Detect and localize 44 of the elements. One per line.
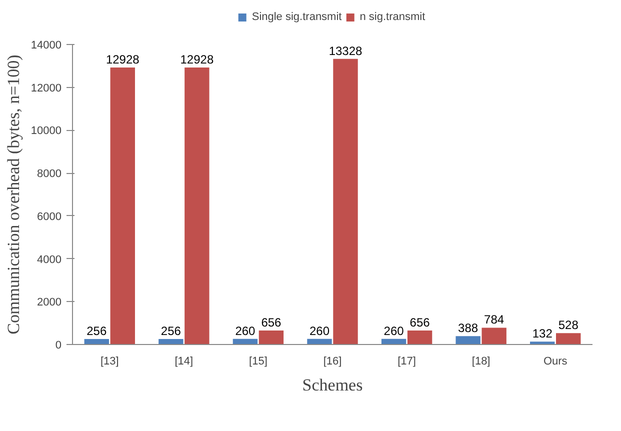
- bar: [482, 328, 506, 344]
- data-label: 656: [261, 315, 282, 330]
- bar: [110, 67, 135, 344]
- data-label: 260: [309, 324, 330, 338]
- y-tick-label: 12000: [30, 82, 62, 94]
- x-tick-label: [16]: [323, 356, 342, 368]
- bar: [158, 339, 184, 344]
- data-label: 260: [235, 324, 256, 338]
- bar: [184, 67, 210, 344]
- x-tick-label: [18]: [472, 356, 490, 368]
- y-tick-label: 0: [55, 340, 62, 352]
- bar: [333, 58, 358, 344]
- bar: [456, 336, 480, 344]
- data-label: 13328: [328, 44, 363, 58]
- y-axis-title: Communication overhead (bytes, n=100): [4, 54, 23, 334]
- legend-label: n sig.transmit: [360, 11, 426, 23]
- y-tick-label: 4000: [37, 254, 62, 266]
- data-label: 256: [86, 324, 107, 338]
- y-tick-label: 14000: [30, 40, 62, 52]
- data-label: 12928: [106, 52, 140, 66]
- y-tick-label: 8000: [37, 168, 62, 180]
- bar: [307, 338, 332, 344]
- bar: [407, 330, 432, 344]
- legend-label: Single sig.transmit: [252, 11, 342, 23]
- x-tick-label: [17]: [398, 356, 416, 368]
- y-tick-label: 10000: [30, 125, 62, 138]
- data-label: 256: [160, 324, 182, 338]
- data-label: 132: [532, 326, 553, 341]
- y-tick-label: 6000: [37, 210, 62, 223]
- bar: [258, 330, 284, 344]
- y-tick-label: 2000: [37, 296, 62, 309]
- data-label: 784: [484, 312, 504, 327]
- x-tick-label: [15]: [249, 356, 268, 368]
- x-axis-title: Schemes: [302, 376, 363, 394]
- bar: [556, 333, 581, 344]
- data-label: 656: [410, 315, 430, 330]
- data-label: 12928: [180, 52, 214, 66]
- x-tick-label: [13]: [100, 356, 119, 368]
- bar: [84, 339, 109, 344]
- x-tick-label: [14]: [174, 356, 194, 368]
- data-label: 388: [458, 321, 478, 336]
- x-tick-label: Ours: [543, 356, 568, 368]
- data-label: 528: [558, 318, 579, 332]
- data-label: 260: [384, 324, 404, 338]
